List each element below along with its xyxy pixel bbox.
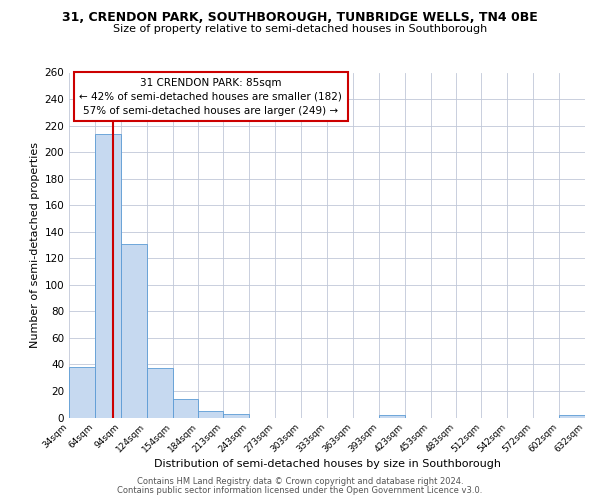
Bar [199, 411, 223, 418]
Bar [146, 368, 173, 418]
Text: Contains public sector information licensed under the Open Government Licence v3: Contains public sector information licen… [118, 486, 482, 495]
Bar [121, 244, 146, 418]
X-axis label: Distribution of semi-detached houses by size in Southborough: Distribution of semi-detached houses by … [154, 458, 500, 468]
Bar [173, 399, 199, 417]
Bar [559, 415, 585, 418]
Text: Contains HM Land Registry data © Crown copyright and database right 2024.: Contains HM Land Registry data © Crown c… [137, 477, 463, 486]
Bar [95, 134, 121, 418]
Y-axis label: Number of semi-detached properties: Number of semi-detached properties [30, 142, 40, 348]
Bar [379, 415, 404, 418]
Text: 31 CRENDON PARK: 85sqm
← 42% of semi-detached houses are smaller (182)
57% of se: 31 CRENDON PARK: 85sqm ← 42% of semi-det… [79, 78, 343, 116]
Bar [69, 367, 95, 418]
Text: 31, CRENDON PARK, SOUTHBOROUGH, TUNBRIDGE WELLS, TN4 0BE: 31, CRENDON PARK, SOUTHBOROUGH, TUNBRIDG… [62, 11, 538, 24]
Bar [223, 414, 250, 418]
Text: Size of property relative to semi-detached houses in Southborough: Size of property relative to semi-detach… [113, 24, 487, 34]
